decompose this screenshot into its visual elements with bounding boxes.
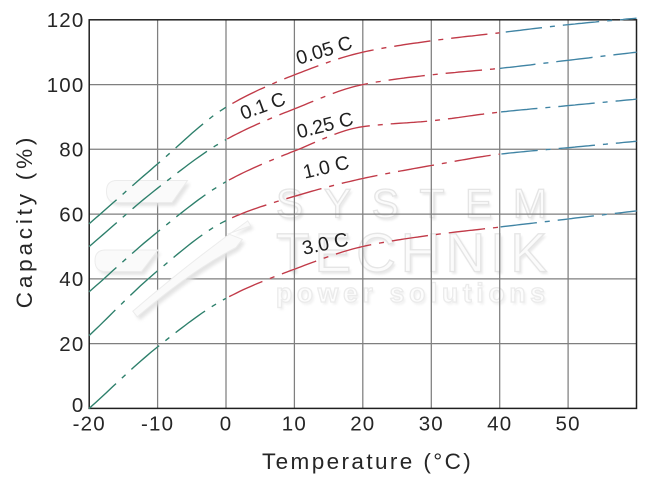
svg-text:-20: -20 [73,413,106,436]
svg-text:10: 10 [282,413,307,436]
svg-text:0: 0 [220,413,233,436]
svg-text:100: 100 [47,74,85,97]
svg-text:power solutions: power solutions [278,281,547,311]
svg-text:-10: -10 [141,413,174,436]
svg-text:20: 20 [350,413,375,436]
svg-text:60: 60 [59,203,84,226]
svg-text:TECHNIK: TECHNIK [278,224,549,286]
svg-text:80: 80 [59,139,84,162]
svg-text:120: 120 [47,9,85,32]
svg-text:Temperature (°C): Temperature (°C) [262,449,473,474]
svg-text:20: 20 [59,333,84,356]
svg-text:30: 30 [419,413,444,436]
svg-text:40: 40 [487,413,512,436]
svg-text:0: 0 [72,394,85,417]
svg-text:50: 50 [555,413,580,436]
svg-text:40: 40 [59,268,84,291]
svg-text:TECHNIK: TECHNIK [276,222,547,284]
svg-text:Capacity (%): Capacity (%) [12,134,37,308]
